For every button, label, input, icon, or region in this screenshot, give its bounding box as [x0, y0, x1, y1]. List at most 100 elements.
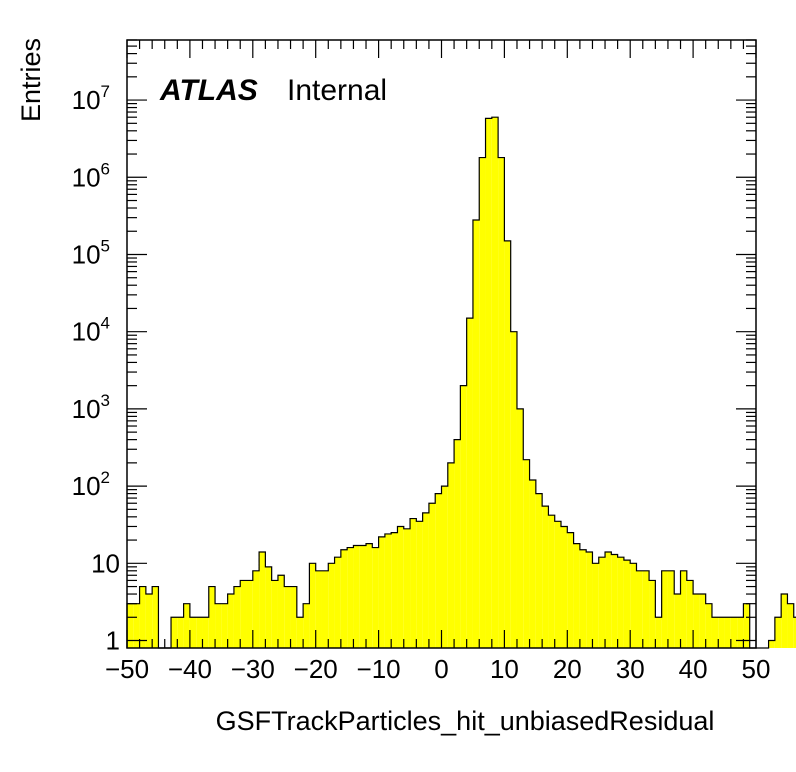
histogram-bin [548, 515, 555, 648]
histogram-bin [233, 586, 241, 648]
y-axis-title: Entries [16, 38, 46, 122]
histogram-bin [598, 557, 606, 648]
histogram-bin [680, 570, 687, 648]
x-tick-label: 0 [434, 654, 448, 684]
histogram-bin [246, 580, 253, 648]
histogram-bin [353, 545, 360, 648]
histogram-bin [139, 586, 146, 648]
histogram-bin [366, 543, 373, 648]
x-tick-label: −10 [357, 654, 401, 684]
histogram-bin [479, 157, 486, 648]
histogram-bin [252, 570, 260, 648]
histogram-bin [315, 570, 322, 648]
histogram-bin [309, 563, 316, 648]
histogram-bin [661, 570, 668, 648]
histogram-bin [196, 617, 203, 648]
y-tick-labels: 1 10 102 103 104 105 106 107 [72, 82, 120, 655]
histogram-bin [737, 617, 744, 648]
y-tick-label: 102 [72, 468, 110, 501]
histogram-bin [265, 566, 272, 648]
histogram-bin [730, 617, 738, 648]
internal-label: Internal [287, 74, 387, 107]
x-tick-label: 10 [490, 654, 519, 684]
histogram-bin [460, 385, 467, 648]
histogram-bin [340, 549, 348, 648]
histogram-bin [296, 617, 304, 648]
histogram-bin [592, 563, 599, 648]
y-tick-label: 1 [106, 626, 120, 656]
histogram-bin [617, 557, 624, 648]
histogram-bin [686, 580, 694, 648]
histogram-bars [126, 116, 796, 649]
histogram-bin [743, 603, 750, 648]
histogram-bin [485, 118, 492, 648]
y-tick-label: 10 [91, 548, 120, 578]
histogram-bin [781, 594, 788, 648]
histogram-bin [259, 552, 266, 648]
histogram-bin [372, 547, 379, 648]
histogram-bin [649, 580, 656, 648]
histogram-bin [410, 518, 417, 648]
x-tick-labels: −50 −40 −30 −20 −10 0 10 20 30 40 50 [105, 654, 771, 684]
atlas-brand-label: ATLAS [159, 74, 258, 107]
x-tick-label: −20 [294, 654, 338, 684]
histogram-bin [359, 545, 367, 648]
histogram-bin [630, 563, 637, 648]
histogram-bin [208, 586, 216, 648]
histogram-bin [334, 557, 341, 648]
axis-ticks [126, 39, 757, 648]
histogram-bin [403, 528, 411, 648]
histogram-bin [378, 536, 385, 648]
y-tick-label: 106 [72, 159, 110, 192]
histogram-bin [561, 526, 568, 648]
histogram-bin [428, 503, 436, 648]
histogram-bin [435, 493, 442, 648]
histogram-bin [768, 640, 775, 648]
x-tick-label: 20 [553, 654, 582, 684]
histogram-bin [529, 479, 536, 648]
histogram-bin [774, 617, 782, 648]
histogram-bin [384, 533, 392, 648]
histogram-bin [711, 617, 719, 648]
y-tick-label: 104 [72, 314, 110, 347]
histogram-bin [472, 219, 480, 649]
histogram-bin [271, 580, 278, 648]
histogram-bin [655, 617, 662, 648]
histogram-bin [127, 603, 134, 648]
histogram-bin [605, 552, 612, 648]
histogram-bin [454, 439, 461, 648]
histogram-bin [277, 575, 285, 648]
histogram-bin [133, 603, 140, 648]
y-tick-label: 105 [72, 236, 110, 269]
histogram-bin [674, 594, 681, 648]
histogram-bin [718, 617, 725, 648]
histogram-bin [177, 617, 184, 648]
histogram-bin [391, 532, 398, 648]
histogram-bin [145, 594, 153, 648]
histogram-bin [573, 543, 580, 648]
histogram-bin [554, 521, 562, 648]
histogram-bin [523, 459, 530, 648]
histogram-outline [126, 116, 796, 649]
histogram-bin [567, 532, 574, 648]
histogram-bin [202, 617, 209, 648]
histogram-bin [227, 594, 234, 648]
histogram-bin [611, 554, 618, 648]
y-tick-label: 103 [72, 391, 110, 424]
histogram-bin [510, 331, 517, 648]
histogram-bin [504, 240, 511, 648]
histogram-bin [189, 617, 197, 648]
histogram-bin [152, 586, 159, 648]
histogram-bin [667, 570, 675, 648]
histogram-bin [642, 570, 650, 648]
histogram-bin [724, 617, 731, 648]
x-axis-title: GSFTrackParticles_hit_unbiasedResidual [216, 706, 715, 736]
histogram-bin [498, 157, 505, 648]
x-tick-label: 40 [679, 654, 708, 684]
histogram-bin [542, 506, 549, 648]
histogram-bin [303, 603, 310, 648]
histogram-bin [586, 552, 593, 648]
histogram-bin [321, 570, 329, 648]
histogram-bin [693, 594, 700, 648]
histogram-bin [535, 493, 543, 648]
